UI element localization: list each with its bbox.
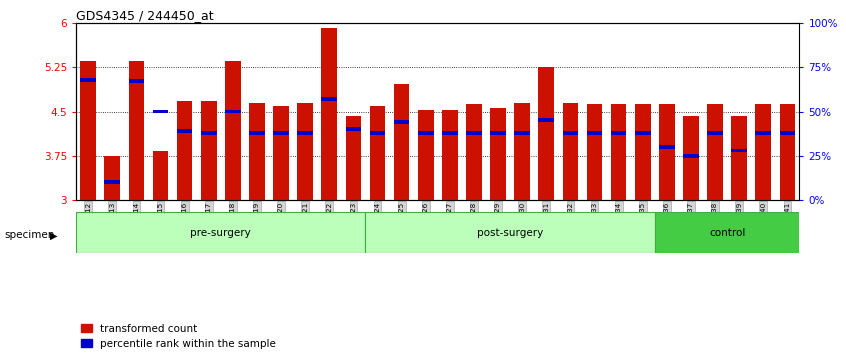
Bar: [393, 84, 409, 200]
Bar: [370, 105, 386, 200]
Bar: [249, 103, 265, 200]
Bar: [129, 80, 145, 84]
Bar: [80, 78, 96, 82]
Bar: [563, 131, 579, 135]
Bar: [201, 102, 217, 200]
Bar: [514, 131, 530, 135]
Bar: [273, 131, 289, 135]
Bar: [707, 104, 723, 200]
Bar: [514, 103, 530, 200]
Bar: [611, 131, 627, 135]
Bar: [152, 151, 168, 200]
Bar: [755, 104, 772, 200]
Text: control: control: [709, 228, 745, 238]
Bar: [365, 212, 655, 253]
Bar: [731, 116, 747, 200]
Bar: [779, 131, 795, 135]
Bar: [707, 131, 723, 135]
Bar: [731, 149, 747, 152]
Bar: [393, 120, 409, 124]
Bar: [779, 104, 795, 200]
Bar: [345, 127, 361, 131]
Bar: [683, 154, 699, 158]
Bar: [538, 67, 554, 200]
Bar: [683, 116, 699, 200]
Bar: [466, 104, 482, 200]
Text: specimen: specimen: [4, 230, 55, 240]
Bar: [442, 131, 458, 135]
Text: post-surgery: post-surgery: [477, 228, 543, 238]
Bar: [345, 116, 361, 200]
Bar: [466, 131, 482, 135]
Bar: [755, 131, 772, 135]
Bar: [80, 61, 96, 200]
Bar: [370, 131, 386, 135]
Bar: [490, 108, 506, 200]
Text: GDS4345 / 244450_at: GDS4345 / 244450_at: [76, 9, 214, 22]
Bar: [273, 105, 289, 200]
Bar: [297, 131, 313, 135]
Bar: [634, 104, 651, 200]
Bar: [104, 181, 120, 184]
Bar: [586, 131, 602, 135]
Bar: [104, 156, 120, 200]
Bar: [201, 131, 217, 135]
Bar: [418, 131, 434, 135]
Bar: [177, 129, 193, 133]
Bar: [225, 110, 241, 113]
Bar: [634, 131, 651, 135]
Bar: [321, 97, 338, 101]
Bar: [442, 110, 458, 200]
Bar: [225, 61, 241, 200]
Bar: [611, 104, 627, 200]
Bar: [659, 104, 675, 200]
Legend: transformed count, percentile rank within the sample: transformed count, percentile rank withi…: [81, 324, 276, 349]
Bar: [586, 104, 602, 200]
Bar: [152, 110, 168, 113]
Text: pre-surgery: pre-surgery: [190, 228, 251, 238]
Bar: [418, 110, 434, 200]
Bar: [563, 103, 579, 200]
Bar: [177, 102, 193, 200]
Bar: [538, 119, 554, 122]
Bar: [655, 212, 799, 253]
Bar: [321, 28, 338, 200]
Bar: [129, 61, 145, 200]
Bar: [76, 212, 365, 253]
Bar: [249, 131, 265, 135]
Text: ▶: ▶: [50, 230, 58, 240]
Bar: [490, 131, 506, 135]
Bar: [297, 103, 313, 200]
Bar: [659, 145, 675, 149]
